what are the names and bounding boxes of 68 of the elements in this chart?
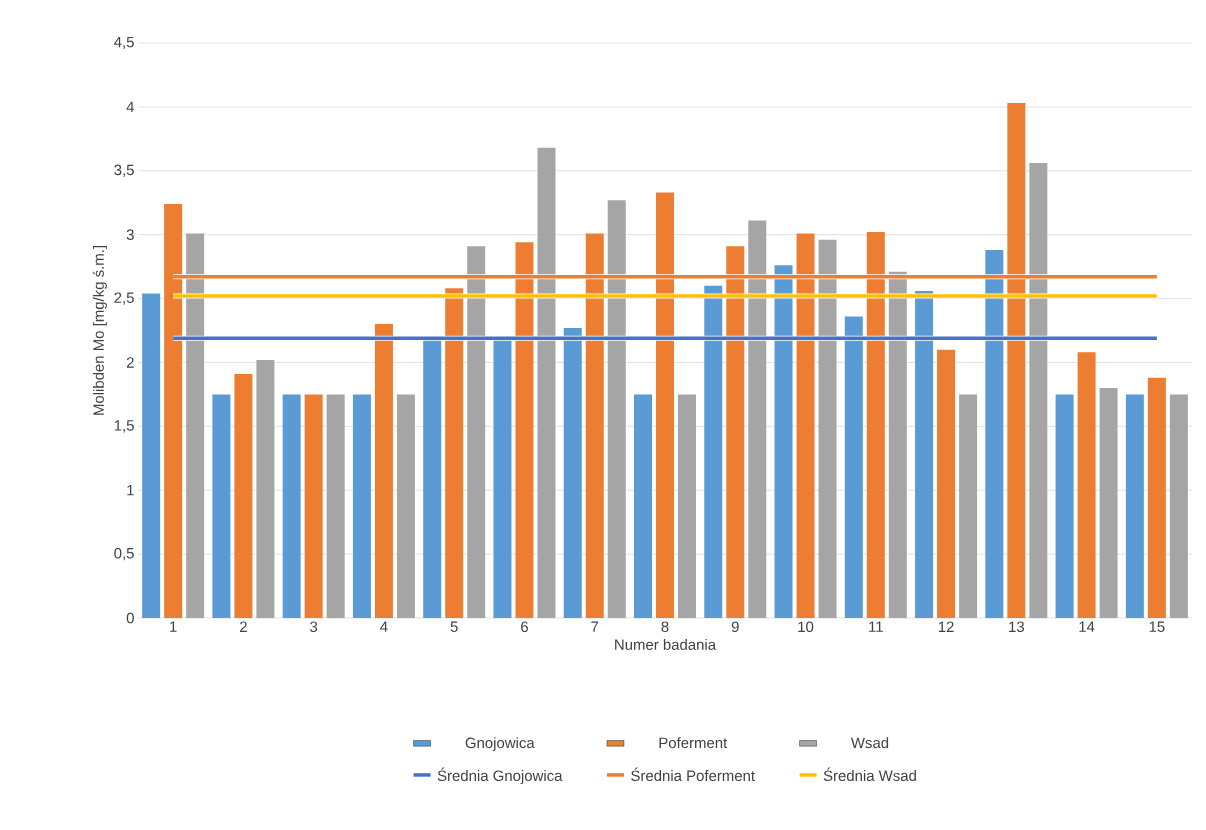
bar [985, 250, 1004, 618]
bar [396, 394, 415, 618]
bar [374, 324, 393, 618]
y-tick-label: 1 [127, 485, 134, 496]
bar [186, 233, 205, 618]
legend-label: Średnia Wsad [823, 767, 916, 782]
bar [352, 394, 371, 618]
y-tick-label: 0 [126, 612, 134, 624]
bar [467, 246, 486, 618]
x-tick-label: 2 [240, 621, 247, 632]
legend-label: Średnia Gnojowica [437, 767, 563, 784]
x-tick-label: 1 [170, 621, 177, 632]
bar [774, 265, 793, 618]
bar [704, 285, 723, 618]
bar [256, 359, 275, 618]
bar [1029, 163, 1048, 618]
bar [1169, 394, 1188, 618]
bar [1125, 394, 1144, 618]
bar [634, 394, 652, 618]
legend-label: Poferment [659, 737, 728, 749]
y-tick-label: 1,5 [114, 420, 134, 433]
x-tick-label: 10 [798, 621, 814, 633]
x-tick-label: 15 [1149, 621, 1165, 632]
x-tick-label: 3 [310, 621, 318, 633]
bar [959, 394, 978, 618]
bar [142, 293, 161, 618]
bar [818, 239, 837, 618]
x-tick-label: 7 [591, 621, 599, 632]
bar [326, 394, 345, 618]
y-tick-label: 4,5 [114, 36, 134, 50]
x-tick-label: 12 [938, 621, 954, 632]
y-tick-label: 2,5 [114, 292, 134, 305]
legend-label: Średnia Poferment [631, 767, 755, 782]
x-tick-label: 14 [1079, 621, 1095, 632]
bar [678, 394, 696, 618]
legend-label: Wsad [850, 737, 889, 749]
y-tick-label: 3,5 [114, 164, 134, 177]
bar [234, 373, 253, 618]
bar [748, 220, 767, 618]
bar [445, 288, 464, 618]
y-axis-title: Molibden Mo [mg/kg ś.m.] [92, 246, 107, 415]
bar [937, 349, 956, 618]
bar [563, 327, 582, 618]
y-tick-label: 0,5 [114, 547, 134, 561]
bar [915, 290, 934, 618]
y-tick-label: 4 [126, 101, 135, 113]
bar [1147, 377, 1166, 618]
bar [844, 316, 863, 618]
x-tick-label: 4 [380, 621, 388, 632]
bar [1055, 394, 1074, 618]
bar [304, 394, 323, 618]
bar [282, 394, 301, 618]
x-tick-label: 5 [450, 621, 458, 632]
y-tick-label: 3 [126, 229, 134, 240]
bar [1099, 388, 1118, 618]
y-tick-label: 2 [126, 357, 134, 368]
bar [1077, 352, 1096, 618]
x-tick-label: 8 [661, 621, 669, 633]
x-tick-label: 13 [1009, 621, 1024, 633]
x-tick-label: 11 [869, 621, 883, 632]
bar [537, 147, 556, 618]
x-tick-label: 9 [731, 621, 739, 633]
x-axis-title: Numer badania [615, 638, 717, 650]
bar [888, 271, 907, 618]
bar [212, 394, 231, 618]
bar [607, 200, 626, 618]
legend-label: Gnojowica [465, 737, 535, 752]
x-tick-label: 6 [521, 621, 528, 633]
